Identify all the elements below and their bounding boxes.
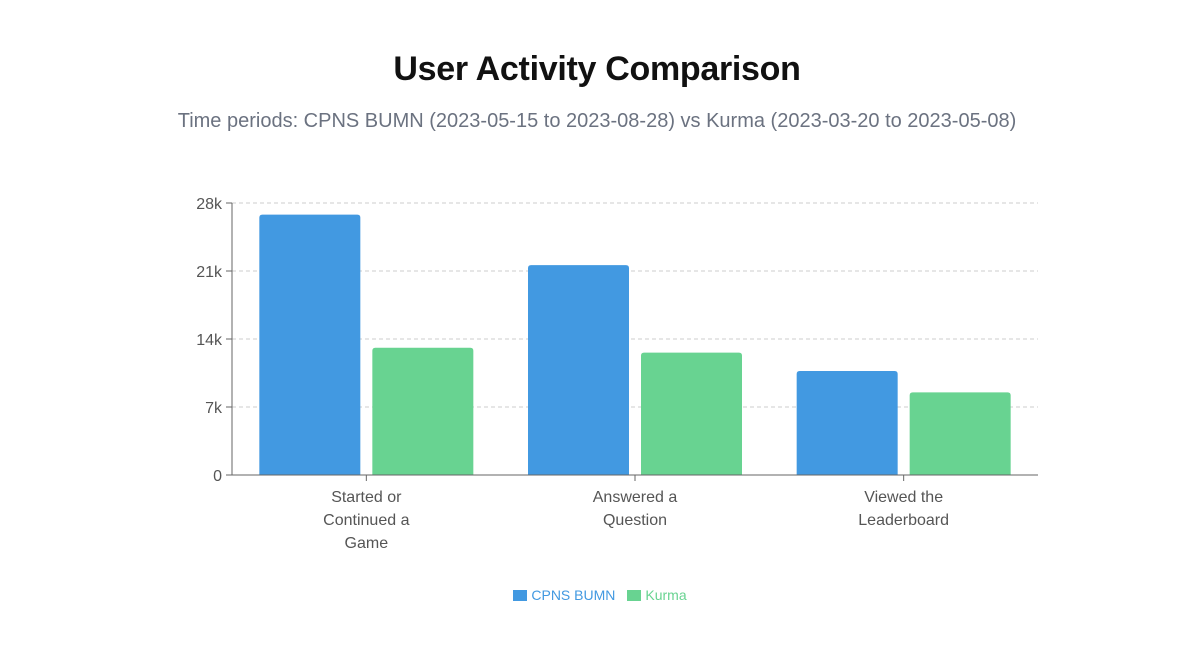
y-tick-label: 14k	[196, 332, 223, 349]
bar-kurma-1	[641, 352, 742, 475]
legend-label-cpns-bumn: CPNS BUMN	[531, 587, 616, 603]
bar-kurma-0	[372, 347, 474, 475]
legend-item-cpns-bumn[interactable]: CPNS BUMN	[513, 587, 615, 603]
bar-cpns-bumn-1	[528, 265, 629, 475]
x-tick-label: Viewed the	[864, 489, 943, 506]
x-tick-label: Answered a	[593, 489, 678, 506]
bar-cpns-bumn-2	[796, 371, 898, 475]
y-tick-label: 28k	[196, 196, 223, 213]
chart-subtitle: Time periods: CPNS BUMN (2023-05-15 to 2…	[177, 110, 1017, 132]
x-tick-label: Game	[345, 535, 389, 552]
x-tick-label: Question	[603, 512, 667, 529]
y-tick-label: 21k	[196, 264, 223, 281]
y-tick-label: 7k	[205, 400, 223, 417]
bar-cpns-bumn-0	[259, 214, 361, 475]
chart-title: User Activity Comparison	[393, 50, 801, 88]
x-tick-label: Started or	[331, 489, 402, 506]
x-tick-label: Leaderboard	[858, 512, 949, 529]
legend-swatch-cpns-bumn	[513, 589, 528, 601]
bar-kurma-2	[909, 392, 1011, 475]
x-tick-label: Continued a	[323, 512, 409, 529]
legend-label-kurma: Kurma	[645, 587, 687, 603]
legend: CPNS BUMN Kurma	[0, 587, 1200, 603]
y-tick-label: 0	[213, 468, 222, 485]
legend-swatch-kurma	[627, 589, 642, 601]
legend-item-kurma[interactable]: Kurma	[627, 587, 687, 603]
